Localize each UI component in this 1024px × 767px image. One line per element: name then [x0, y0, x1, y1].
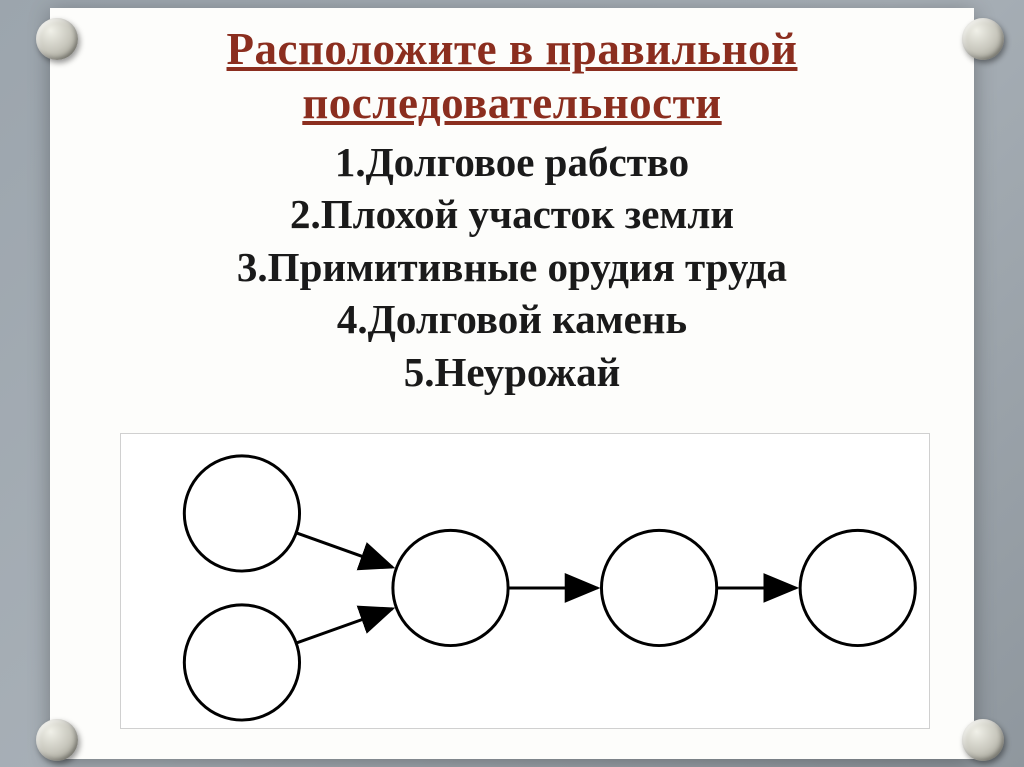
pushpin-icon [36, 719, 78, 761]
list-item: 3.Примитивные орудия труда [90, 241, 934, 293]
list-item: 4.Долговой камень [90, 293, 934, 345]
content-area: Расположите в правильной последовательно… [50, 8, 974, 398]
list-item: 1.Долговое рабство [90, 136, 934, 188]
slide-title: Расположите в правильной последовательно… [90, 22, 934, 130]
flowchart-edge [296, 533, 392, 567]
pushpin-icon [36, 18, 78, 60]
title-line-1: Расположите в правильной [227, 24, 798, 74]
list-item: 2.Плохой участок земли [90, 188, 934, 240]
flowchart-svg [121, 434, 929, 728]
flowchart-node [184, 456, 299, 571]
flowchart-edge [296, 609, 392, 643]
paper-sheet: Расположите в правильной последовательно… [50, 8, 974, 759]
list-item: 5.Неурожай [90, 346, 934, 398]
flowchart-node [184, 605, 299, 720]
flowchart-diagram [120, 433, 930, 729]
flowchart-node [601, 530, 716, 645]
flowchart-node [800, 530, 915, 645]
flowchart-node [393, 530, 508, 645]
title-line-2: последовательности [302, 78, 721, 128]
pushpin-icon [962, 719, 1004, 761]
ordered-list: 1.Долговое рабство 2.Плохой участок земл… [90, 136, 934, 398]
pushpin-icon [962, 18, 1004, 60]
